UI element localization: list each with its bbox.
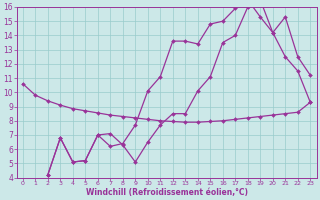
X-axis label: Windchill (Refroidissement éolien,°C): Windchill (Refroidissement éolien,°C) bbox=[85, 188, 248, 197]
